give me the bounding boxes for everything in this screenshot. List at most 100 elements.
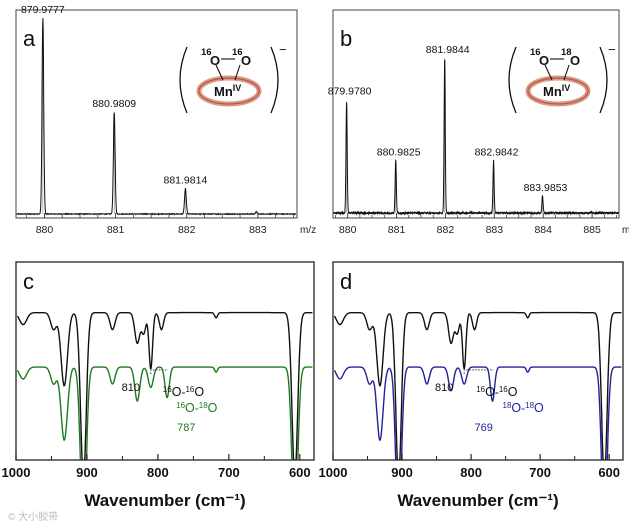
right-bracket: [270, 46, 279, 114]
isotope-prefix: 18: [199, 401, 208, 410]
isotope-label: 16: [201, 47, 212, 58]
ir-trace-18O-18O: [333, 366, 622, 460]
oxygen-atom: O: [485, 385, 495, 399]
x-tick-label: 885: [583, 224, 601, 236]
x-tick-label: 600: [598, 465, 620, 480]
panel-label-d: d: [340, 269, 352, 294]
peak-annotation: 810: [435, 382, 453, 394]
x-axis-title: Wavenumber (cm⁻¹): [397, 491, 558, 510]
peak-label: 879.9777: [21, 4, 65, 16]
shift-connector: [150, 369, 169, 374]
x-tick-label: 900: [391, 465, 413, 480]
peak-annotation: 787: [177, 422, 195, 434]
x-tick-label: 700: [218, 465, 240, 480]
bond-dash: -: [521, 401, 525, 415]
x-tick-label: 900: [76, 465, 98, 480]
peak-annotation: 810: [122, 382, 140, 394]
x-tick-label: 882: [437, 224, 455, 236]
oxygen-atom: O: [511, 401, 521, 415]
isotope-prefix: 16: [176, 401, 185, 410]
ms-frame-a: [15, 9, 298, 219]
species-label: 16O-18O: [176, 401, 218, 415]
oxygen-atom: O: [194, 385, 204, 399]
panel-label-b: b: [340, 26, 352, 51]
x-axis-label: m/z: [300, 225, 316, 236]
oxygen-atom: O: [241, 53, 251, 68]
peak-label: 880.9825: [377, 146, 421, 158]
bond-dash: -: [195, 401, 199, 415]
x-tick-label: 600: [289, 465, 311, 480]
isotope-label: 18: [561, 47, 572, 58]
ir-trace-16O-18O: [16, 366, 313, 460]
oxygen-atom: O: [570, 53, 580, 68]
bond-dash: -: [495, 385, 499, 399]
oxygen-atom: O: [508, 385, 518, 399]
x-tick-label: 1000: [319, 465, 348, 480]
peak-label: 881.9814: [164, 175, 208, 187]
x-tick-label: 883: [249, 224, 267, 236]
panel-label-a: a: [23, 26, 36, 51]
oxygen-atom: O: [210, 53, 220, 68]
isotope-prefix: 18: [525, 401, 534, 410]
x-tick-label: 700: [529, 465, 551, 480]
oxidation-state: IV: [562, 83, 571, 93]
isotope-prefix: 18: [503, 401, 512, 410]
peak-label: 882.9842: [475, 146, 519, 158]
x-tick-label: 884: [534, 224, 552, 236]
charge-label: −: [279, 42, 287, 57]
mn-o-bond: [563, 64, 570, 81]
metal-symbol: Mn: [214, 84, 233, 99]
right-bracket: [599, 46, 608, 114]
species-label: 18O-18O: [503, 401, 545, 415]
mn-o-bond: [234, 64, 241, 81]
shift-connector: [463, 369, 494, 374]
x-tick-label: 881: [388, 224, 406, 236]
ir-trace-16O-16O: [16, 311, 313, 460]
ms-frame-b: [332, 9, 620, 219]
x-tick-label: 882: [178, 224, 196, 236]
x-tick-label: 880: [339, 224, 357, 236]
porphyrin-ring-outline: [527, 77, 589, 105]
isotope-prefix: 16: [499, 385, 508, 394]
peak-label: 881.9844: [426, 44, 470, 56]
mn-o-bond: [544, 64, 553, 81]
oxygen-atom: O: [534, 401, 544, 415]
x-axis-label: m/: [622, 225, 629, 236]
x-tick-label: 800: [460, 465, 482, 480]
isotope-prefix: 16: [163, 385, 172, 394]
oxygen-atom: O: [208, 401, 218, 415]
oxidation-state: IV: [233, 83, 242, 93]
manganese-label: MnIV: [543, 83, 570, 99]
ir-frame-d: [332, 261, 624, 461]
isotope-label: 16: [232, 47, 243, 58]
x-tick-label: 880: [36, 224, 54, 236]
bond-dash: -: [181, 385, 185, 399]
ir-trace-16O-16O: [333, 311, 622, 460]
species-label: 16O-16O: [163, 385, 205, 399]
oxygen-atom: O: [172, 385, 182, 399]
metal-symbol: Mn: [543, 84, 562, 99]
isotope-label: 16: [530, 47, 541, 58]
species-label: 16O-16O: [476, 385, 518, 399]
ms-trace-b: [333, 59, 619, 216]
isotope-prefix: 16: [185, 385, 194, 394]
panel-label-c: c: [23, 269, 34, 294]
mn-o-bond: [215, 64, 224, 81]
ms-trace-a: [16, 18, 297, 216]
ir-frame-c: [15, 261, 315, 461]
manganese-label: MnIV: [214, 83, 241, 99]
oxygen-atom: O: [185, 401, 195, 415]
isotope-prefix: 16: [476, 385, 485, 394]
porphyrin-ring-outline: [198, 77, 260, 105]
charge-label: −: [608, 42, 616, 57]
left-bracket: [508, 46, 517, 114]
x-axis-title: Wavenumber (cm⁻¹): [84, 491, 245, 510]
oxygen-atom: O: [539, 53, 549, 68]
watermark: © 大小胶带: [8, 510, 58, 523]
x-tick-label: 800: [147, 465, 169, 480]
peak-label: 883.9853: [524, 182, 568, 194]
x-tick-label: 883: [486, 224, 504, 236]
